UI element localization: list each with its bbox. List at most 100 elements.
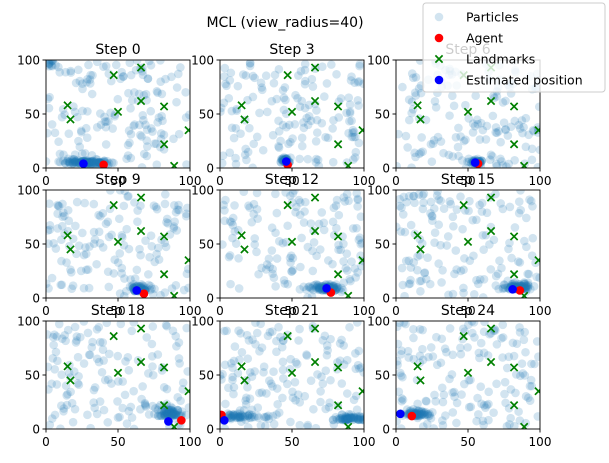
particle xyxy=(61,67,70,77)
particle xyxy=(142,142,152,151)
particle xyxy=(423,253,432,263)
landmark-marker xyxy=(416,245,425,254)
particle xyxy=(51,347,61,357)
landmark-marker xyxy=(184,255,190,265)
particle xyxy=(459,283,468,293)
particle xyxy=(506,385,516,394)
particle xyxy=(430,390,439,400)
particle xyxy=(148,362,157,371)
particle xyxy=(88,156,97,166)
particle xyxy=(244,336,254,345)
particle xyxy=(316,387,325,396)
particle xyxy=(280,279,290,288)
particle xyxy=(234,326,243,335)
landmark-marker xyxy=(416,115,425,124)
particle xyxy=(311,423,321,429)
landmark-marker xyxy=(159,232,169,241)
particle xyxy=(130,88,139,97)
particle xyxy=(227,411,237,421)
particle xyxy=(247,372,257,381)
particle xyxy=(272,94,282,104)
landmark-marker xyxy=(283,200,292,210)
particle xyxy=(146,60,156,70)
particle xyxy=(266,379,276,388)
particle xyxy=(354,235,364,245)
particle xyxy=(332,283,342,292)
particle xyxy=(521,281,531,290)
particle xyxy=(417,276,426,286)
particle xyxy=(415,60,425,65)
particle xyxy=(223,409,233,418)
particle xyxy=(428,407,437,417)
particle xyxy=(269,367,278,376)
particle xyxy=(220,360,230,370)
particle xyxy=(326,375,335,385)
particle xyxy=(47,120,57,129)
particle xyxy=(343,414,353,424)
particle xyxy=(291,208,300,217)
particle xyxy=(344,414,353,424)
particle xyxy=(472,275,481,285)
particle xyxy=(478,293,488,298)
particle xyxy=(57,334,67,344)
particle xyxy=(415,234,425,244)
landmark-marker xyxy=(310,193,320,202)
landmark-marker xyxy=(310,63,320,72)
particle xyxy=(220,424,230,429)
particle xyxy=(154,411,163,421)
particle xyxy=(117,231,127,240)
particle xyxy=(396,201,405,211)
particle xyxy=(447,370,457,379)
particle xyxy=(515,280,525,289)
y-tick-label: 0 xyxy=(206,161,214,175)
particle xyxy=(252,204,262,214)
particle xyxy=(350,153,360,162)
particle xyxy=(341,415,351,425)
particle xyxy=(457,156,467,165)
particle xyxy=(69,154,79,164)
particle xyxy=(176,63,185,72)
particle xyxy=(71,221,80,231)
particle xyxy=(303,293,312,298)
particle xyxy=(167,403,177,413)
particle xyxy=(116,321,126,329)
particle xyxy=(157,89,167,99)
particle xyxy=(345,108,355,118)
particle xyxy=(143,74,153,83)
landmark-marker xyxy=(184,125,190,135)
particle xyxy=(240,411,250,420)
particle xyxy=(311,157,321,167)
particle xyxy=(338,415,348,425)
particle xyxy=(469,321,479,327)
landmark-marker xyxy=(109,331,118,341)
particle xyxy=(486,265,496,274)
particle xyxy=(147,242,157,251)
particle xyxy=(47,379,57,389)
particle xyxy=(57,112,67,122)
particle xyxy=(66,267,76,277)
particle xyxy=(104,349,114,359)
particle xyxy=(166,402,176,412)
particle xyxy=(268,269,277,279)
particle xyxy=(137,279,146,289)
particle xyxy=(141,401,150,410)
particle xyxy=(220,200,228,210)
particle xyxy=(165,230,175,239)
particle xyxy=(173,405,182,415)
particle xyxy=(235,412,245,421)
particle xyxy=(359,79,364,88)
particle xyxy=(416,287,425,296)
particle xyxy=(475,353,484,363)
particle xyxy=(245,61,255,71)
particle xyxy=(342,190,352,199)
particle xyxy=(146,106,156,116)
particle xyxy=(510,277,520,287)
particle xyxy=(89,159,99,168)
particle xyxy=(83,328,93,338)
particle xyxy=(526,284,535,294)
particle xyxy=(339,415,349,425)
particle xyxy=(237,417,246,427)
particle xyxy=(78,228,87,238)
particle xyxy=(55,157,65,167)
particle xyxy=(428,352,438,361)
